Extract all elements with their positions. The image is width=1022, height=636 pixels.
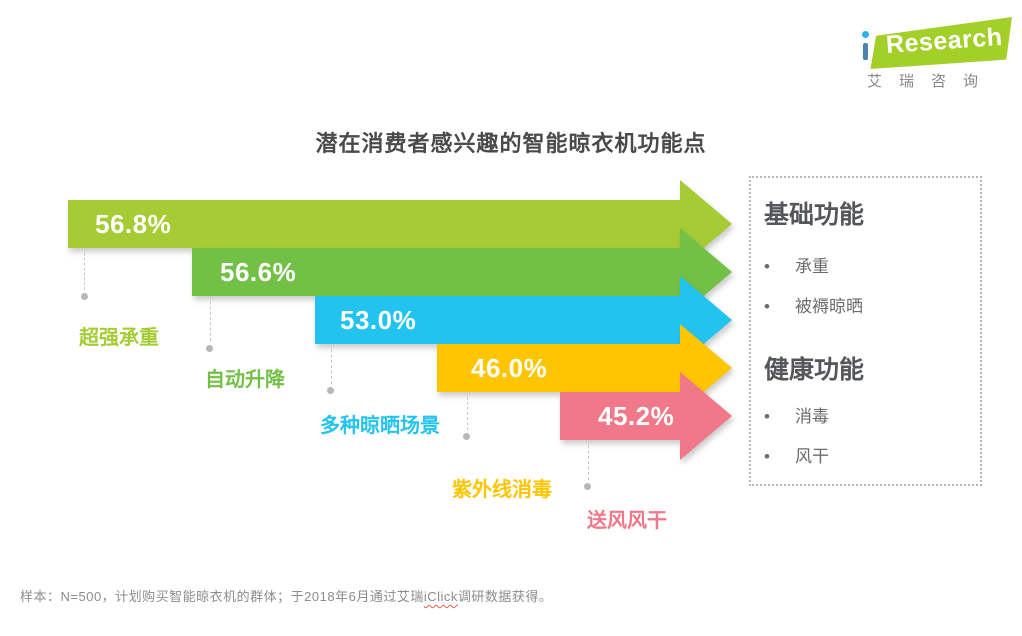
value-label-4: 46.0% — [471, 353, 548, 383]
panel-list-health: 消毒 风干 — [764, 407, 972, 467]
sample-note-spellcheck-word: iClick — [423, 589, 458, 604]
leader-dot-3 — [327, 387, 334, 394]
logo-flag-shape: Research — [870, 17, 1012, 69]
leader-line-4 — [467, 392, 468, 430]
sample-note-before: 样本：N=500，计划购买智能晾衣机的群体；于2018年6月通过艾瑞 — [20, 589, 424, 604]
leader-dot-4 — [463, 433, 470, 440]
leader-line-1 — [84, 248, 85, 290]
panel-heading-health: 健康功能 — [764, 356, 865, 384]
value-label-5: 45.2% — [598, 401, 675, 431]
sample-note: 样本：N=500，计划购买智能晾衣机的群体；于2018年6月通过艾瑞iClick… — [20, 586, 552, 605]
category-label-1: 超强承重 — [79, 327, 159, 349]
panel-item: 被褥晾晒 — [764, 297, 972, 317]
leader-line-5 — [588, 440, 589, 480]
panel-heading-basic: 基础功能 — [764, 201, 865, 229]
logo-company-name: 艾瑞咨询 — [867, 73, 996, 90]
logo-brand-text: Research — [885, 22, 1004, 60]
leader-line-2 — [210, 296, 211, 341]
category-label-3: 多种晾晒场景 — [320, 415, 440, 437]
category-label-2: 自动升降 — [205, 369, 285, 391]
panel-item: 风干 — [764, 447, 972, 467]
logo-i-dot-icon — [862, 31, 869, 38]
chart-title: 潜在消费者感兴趣的智能晾衣机功能点 — [315, 131, 707, 156]
leader-dot-2 — [206, 345, 213, 352]
function-legend-panel: 基础功能 承重 被褥晾晒 健康功能 消毒 风干 — [749, 176, 982, 486]
value-label-3: 53.0% — [340, 305, 417, 335]
panel-list-basic: 承重 被褥晾晒 — [764, 257, 972, 317]
iresearch-logo: Research 艾瑞咨询 — [855, 12, 1020, 97]
value-label-1: 56.8% — [95, 209, 172, 239]
arrow-bar-5: 45.2% — [560, 372, 732, 460]
leader-line-3 — [331, 344, 332, 384]
leader-dot-5 — [584, 483, 591, 490]
category-label-5: 送风风干 — [587, 510, 667, 532]
panel-item: 消毒 — [764, 407, 972, 427]
sample-note-after: 调研数据获得。 — [457, 589, 553, 604]
leader-dot-1 — [81, 293, 88, 300]
logo-i-stem-icon — [863, 43, 868, 60]
category-label-4: 紫外线消毒 — [452, 479, 552, 501]
value-label-2: 56.6% — [220, 257, 297, 287]
panel-item: 承重 — [764, 257, 972, 277]
